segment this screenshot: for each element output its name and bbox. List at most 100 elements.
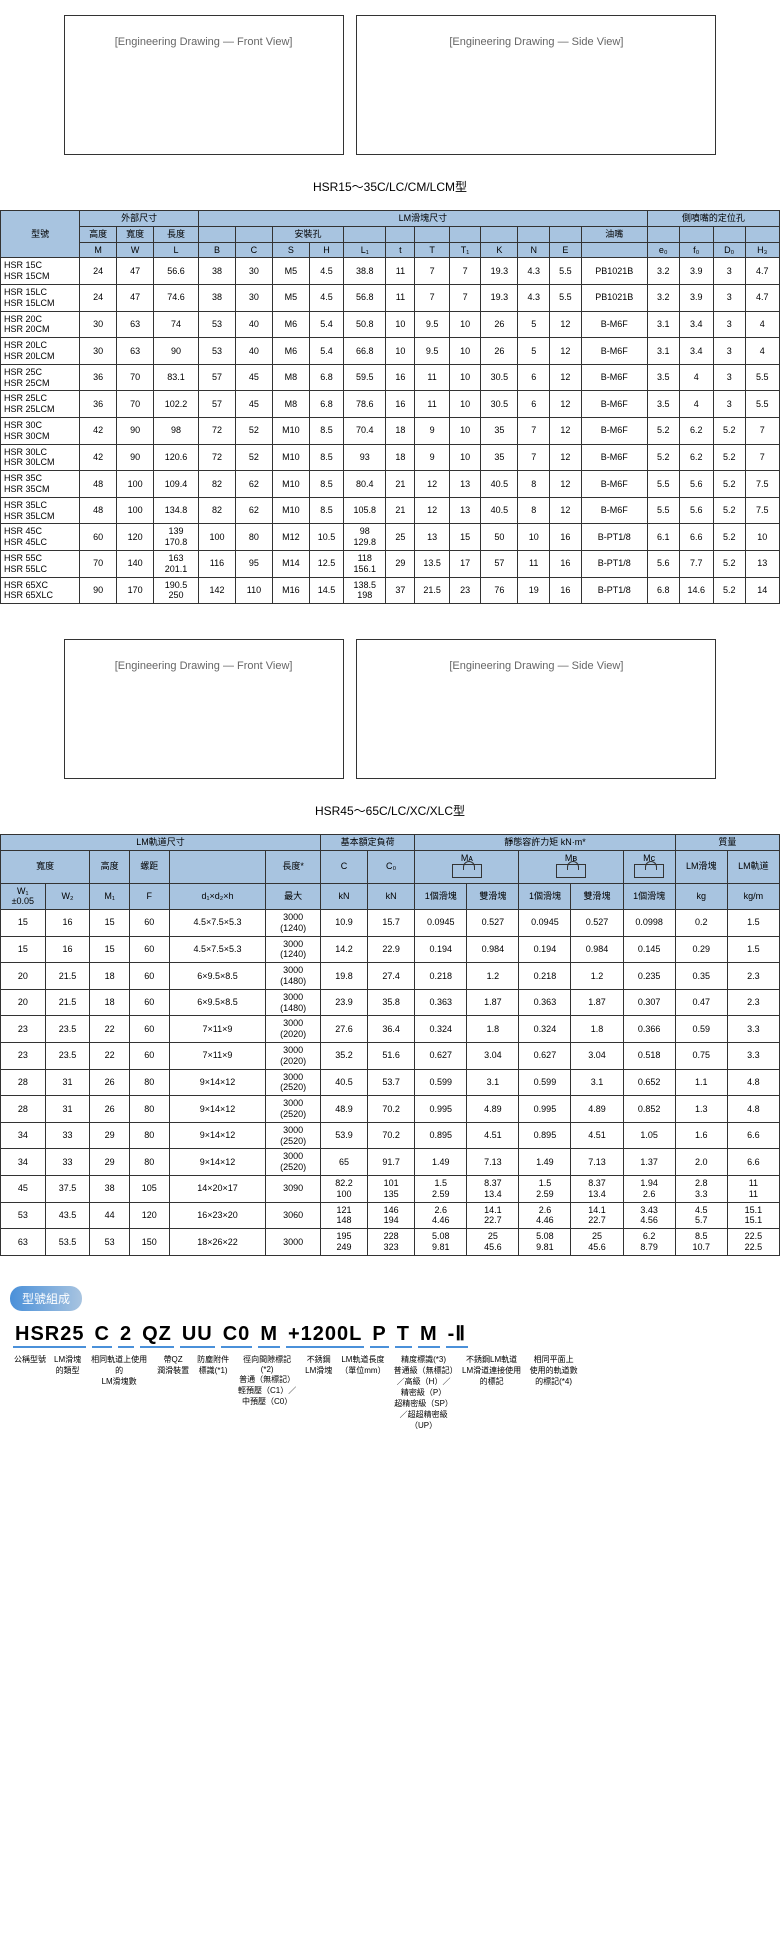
data-cell: 3000 (1480) [266,989,321,1016]
data-cell: 91.7 [368,1149,415,1176]
table-row: 2021.518606×9.5×8.53000 (1480)19.827.40.… [1,963,780,990]
table-row: HSR 20LC HSR 20LCM3063905340M65.466.8109… [1,338,780,365]
data-cell: 35 [481,417,518,444]
data-cell: 3 [713,311,745,338]
data-cell: 16 [550,577,582,604]
data-cell: 8.5 [309,417,343,444]
data-cell: 20 [1,963,46,990]
data-cell: 0.194 [519,936,571,963]
data-cell: 190.5 250 [154,577,199,604]
data-cell: 5.2 [647,417,679,444]
data-cell: 3.9 [679,258,713,285]
data-cell: 13 [415,524,449,551]
table-row: HSR 55C HSR 55LC70140163 201.111695M1412… [1,550,780,577]
data-cell: 30 [80,338,117,365]
data-cell: 0.47 [675,989,727,1016]
col-oil: 油嘴 [581,226,647,242]
data-cell: 63 [1,1229,46,1256]
data-cell: 6 [518,391,550,418]
data-cell: 38 [90,1176,130,1203]
data-cell: 60 [129,936,169,963]
data-cell: 0.995 [519,1096,571,1123]
data-cell: 78.6 [344,391,386,418]
data-cell: 53 [198,311,235,338]
data-cell: 60 [129,1043,169,1070]
data-cell: B-PT1/8 [581,524,647,551]
data-cell: 50.8 [344,311,386,338]
data-cell: 0.852 [623,1096,675,1123]
data-cell: 170 [117,577,154,604]
data-cell: 4 [745,338,779,365]
data-cell: M6 [272,338,309,365]
data-cell: 21.5 [45,989,90,1016]
data-cell: 2.8 3.3 [675,1176,727,1203]
data-cell: 0.0945 [519,910,571,937]
data-cell: B-M6F [581,471,647,498]
data-cell: 0.194 [415,936,467,963]
col-width2: 寬度 [1,850,90,883]
data-cell: 120.6 [154,444,199,471]
table-row: HSR 25LC HSR 25LCM3670102.25745M86.878.6… [1,391,780,418]
diagram-side-2: [Engineering Drawing — Side View] [356,639,716,779]
data-cell: B-M6F [581,311,647,338]
data-cell: 5.2 [647,444,679,471]
pn-header: 型號組成 [10,1286,82,1311]
data-cell: 98 [154,417,199,444]
data-cell: 120 [117,524,154,551]
data-cell: M16 [272,577,309,604]
data-cell: 0.599 [415,1069,467,1096]
data-cell: 5.2 [713,417,745,444]
table-block-dimensions: 型號 外部尺寸 LM滑塊尺寸 側噴嘴的定位孔 高度 寬度 長度 安裝孔 油嘴 M… [0,210,780,604]
table-row: HSR 25C HSR 25CM367083.15745M86.859.5161… [1,364,780,391]
data-cell: 9×14×12 [169,1069,266,1096]
data-cell: 195 249 [320,1229,367,1256]
data-cell: 10 [745,524,779,551]
data-cell: 12 [550,471,582,498]
t1-subcol: T [415,242,449,258]
data-cell: 5.08 9.81 [415,1229,467,1256]
data-cell: 10 [449,391,481,418]
data-cell: 25 [386,524,415,551]
data-cell: 13 [745,550,779,577]
data-cell: 4.7 [745,284,779,311]
data-cell: 18 [90,963,130,990]
data-cell: 15 [449,524,481,551]
data-cell: 33 [45,1149,90,1176]
data-cell: 72 [198,417,235,444]
pn-segment: C [92,1323,111,1348]
data-cell: 3 [713,391,745,418]
data-cell: 22.9 [368,936,415,963]
data-cell: 6.2 [679,417,713,444]
data-cell: 4.5 [309,258,343,285]
data-cell: 5.5 [550,284,582,311]
data-cell: 16 [550,550,582,577]
grp-nozzle: 側噴嘴的定位孔 [647,211,779,227]
data-cell: 4.89 [467,1096,519,1123]
data-cell: 76 [481,577,518,604]
data-cell: M14 [272,550,309,577]
data-cell: 5.6 [679,497,713,524]
data-cell: 6×9.5×8.5 [169,989,266,1016]
pn-label: 公稱型號 [14,1354,46,1365]
data-cell: 70.4 [344,417,386,444]
diagram-title-2: HSR45～65C/LC/XC/XLC型 [0,802,780,819]
col-mb: Mʙ [519,850,623,883]
data-cell: 0.895 [415,1122,467,1149]
t1-subcol: N [518,242,550,258]
data-cell: 30.5 [481,364,518,391]
data-cell: 1.8 [571,1016,623,1043]
data-cell: 3060 [266,1202,321,1229]
data-cell: 0.527 [571,910,623,937]
data-cell: 4.3 [518,258,550,285]
table-row: 6353.55315018×26×223000195 249228 3235.0… [1,1229,780,1256]
data-cell: 3.2 [647,258,679,285]
data-cell: 1.5 2.59 [519,1176,571,1203]
moment-b-icon [556,864,586,878]
data-cell: 57 [198,391,235,418]
data-cell: 5.08 9.81 [519,1229,571,1256]
data-cell: 53.7 [368,1069,415,1096]
table-row: HSR 30LC HSR 30LCM4290120.67252M108.5931… [1,444,780,471]
data-cell: 5.6 [647,550,679,577]
data-cell: 11 [386,284,415,311]
grp-rail: LM軌道尺寸 [1,835,321,851]
